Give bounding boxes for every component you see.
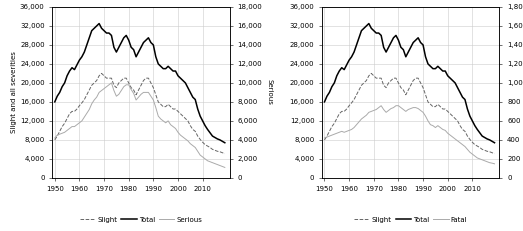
Serious <box>108 82 115 84</box>
Slight <box>197 138 203 141</box>
Slight <box>222 152 228 155</box>
Serious <box>74 123 80 126</box>
Serious <box>147 95 154 97</box>
Line: Total: Total <box>55 24 225 143</box>
Slight <box>417 82 424 84</box>
Fatal <box>467 151 473 154</box>
Serious <box>222 166 228 169</box>
Slight <box>106 77 112 79</box>
Total <box>321 100 327 103</box>
Slight <box>361 82 367 84</box>
Slight <box>98 72 105 75</box>
Total <box>199 119 206 122</box>
Slight <box>91 82 97 84</box>
Total <box>376 32 382 34</box>
Serious <box>199 156 206 158</box>
Line: Serious: Serious <box>55 83 225 167</box>
Slight <box>344 108 350 110</box>
Total <box>197 115 203 118</box>
Fatal <box>321 137 327 139</box>
Total <box>366 22 372 25</box>
Total <box>147 41 154 44</box>
Slight <box>199 141 206 144</box>
Fatal <box>361 116 367 119</box>
Line: Fatal: Fatal <box>324 106 495 164</box>
Total <box>361 27 367 30</box>
Legend: Slight, Total, Fatal: Slight, Total, Fatal <box>351 214 470 226</box>
Total <box>52 100 58 103</box>
Slight <box>467 138 473 141</box>
Slight <box>376 77 382 79</box>
Total <box>492 141 498 144</box>
Line: Slight: Slight <box>55 73 225 154</box>
Line: Slight: Slight <box>324 73 495 154</box>
Total <box>106 32 112 34</box>
Y-axis label: Slight and all severities: Slight and all severities <box>11 52 17 133</box>
Fatal <box>492 162 498 165</box>
Fatal <box>417 109 424 112</box>
Fatal <box>378 104 384 107</box>
Y-axis label: Serious: Serious <box>266 79 272 105</box>
Serious <box>91 99 97 101</box>
Fatal <box>469 153 475 155</box>
Serious <box>197 154 203 156</box>
Slight <box>368 72 374 75</box>
Total <box>96 22 103 25</box>
Slight <box>52 139 58 141</box>
Slight <box>74 108 80 110</box>
Fatal <box>344 130 350 133</box>
Fatal <box>373 108 379 111</box>
Total <box>74 64 80 66</box>
Total <box>417 41 424 44</box>
Slight <box>469 141 475 144</box>
Legend: Slight, Total, Serious: Slight, Total, Serious <box>77 214 205 226</box>
Slight <box>492 152 498 155</box>
Serious <box>52 137 58 139</box>
Total <box>91 27 97 30</box>
Total <box>222 141 228 144</box>
Slight <box>321 139 327 141</box>
Total <box>467 115 473 118</box>
Total <box>469 119 475 122</box>
Slight <box>147 82 154 84</box>
Total <box>344 64 350 66</box>
Serious <box>104 85 110 88</box>
Line: Total: Total <box>324 24 495 143</box>
